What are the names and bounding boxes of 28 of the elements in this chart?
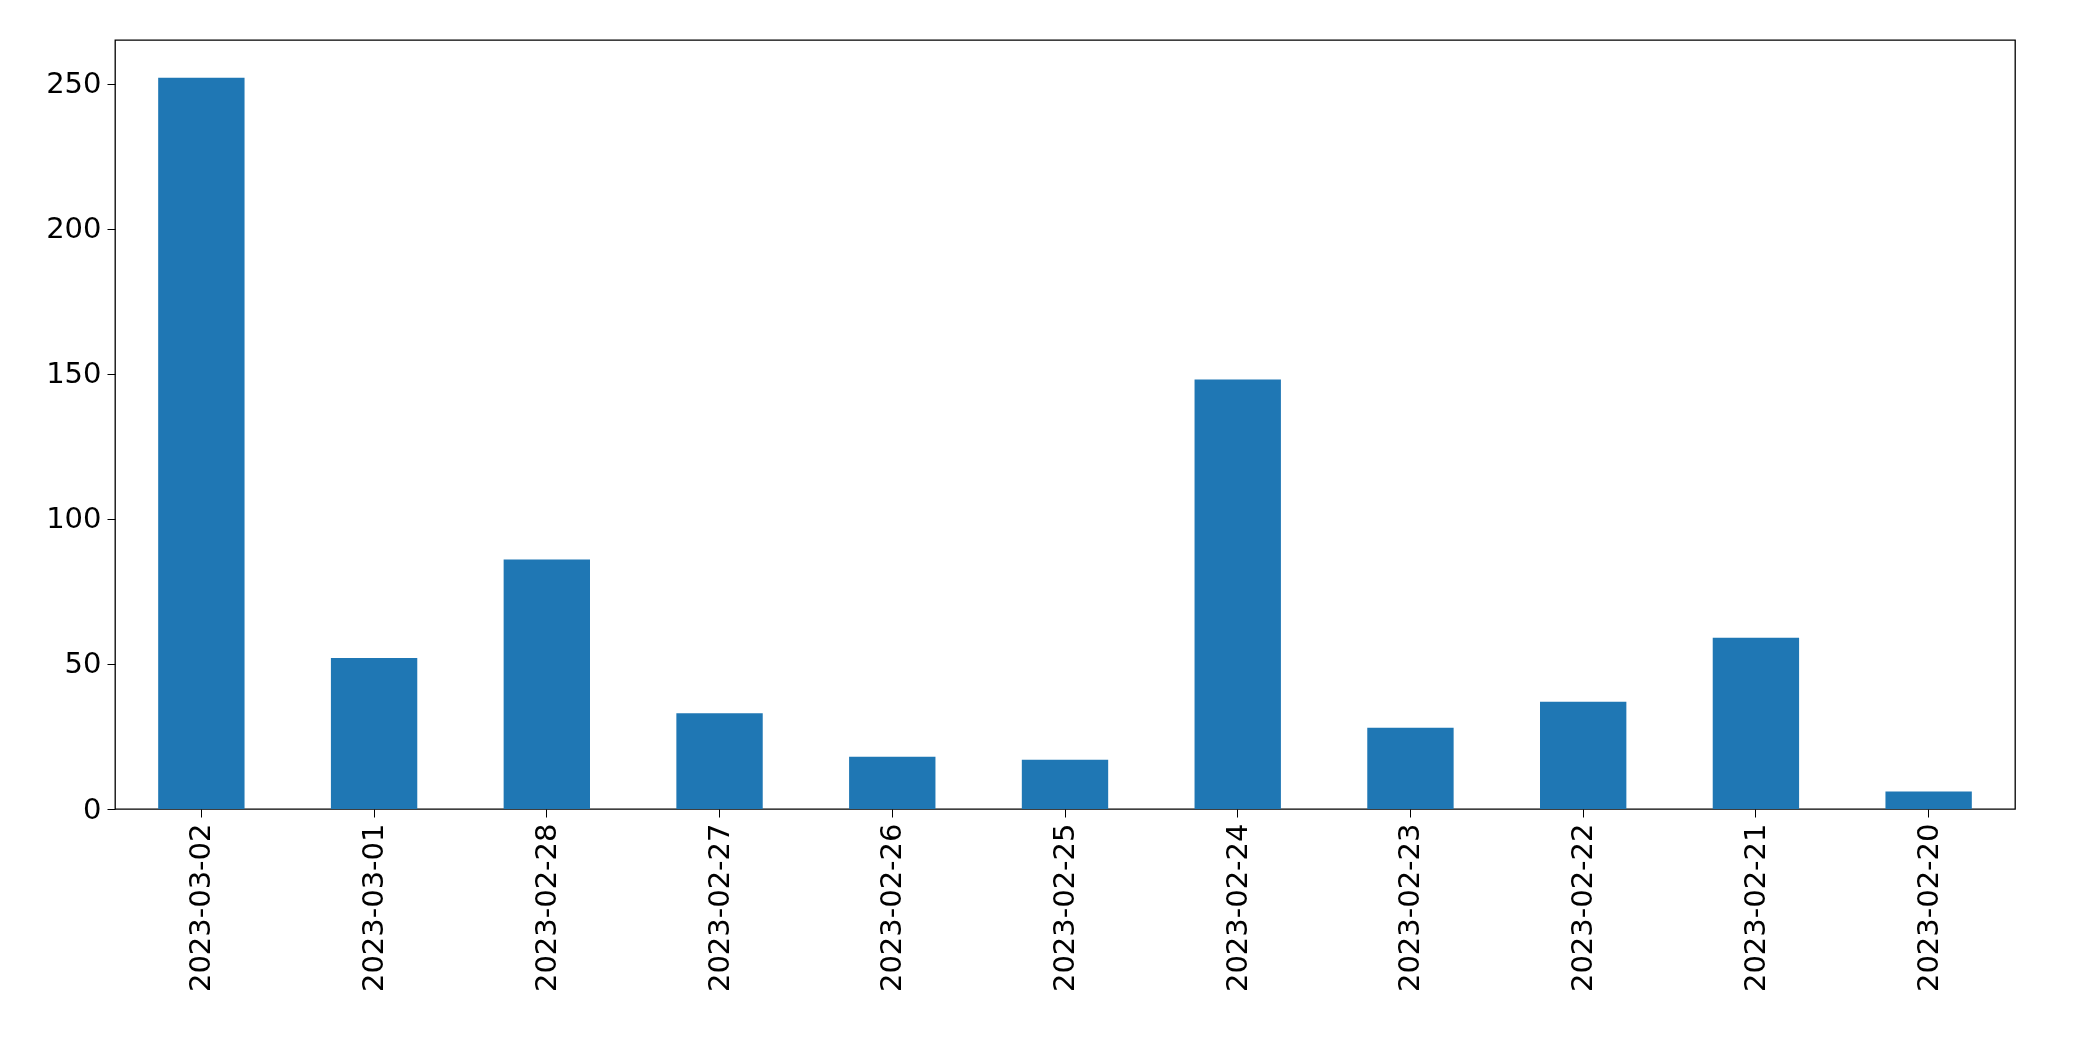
bar xyxy=(1540,701,1627,809)
x-tick-label: 2023-02-28 xyxy=(528,823,563,993)
y-tick-label: 0 xyxy=(83,791,102,826)
bar xyxy=(1712,637,1800,809)
y-tick-label: 150 xyxy=(46,356,102,391)
x-tick-label: 2023-03-01 xyxy=(356,823,391,993)
bar xyxy=(1021,759,1109,809)
bar xyxy=(676,713,763,809)
x-tick-label: 2023-02-21 xyxy=(1737,823,1772,993)
x-tick-label: 2023-02-20 xyxy=(1910,823,1945,993)
bar xyxy=(1885,791,1972,809)
bar xyxy=(1367,727,1454,809)
bar xyxy=(158,77,245,809)
x-tick-label: 2023-02-23 xyxy=(1392,823,1427,993)
y-tick-label: 50 xyxy=(64,646,102,681)
y-tick-label: 100 xyxy=(46,501,102,536)
bar xyxy=(1194,379,1281,809)
bar xyxy=(849,756,936,809)
x-tick-label: 2023-02-24 xyxy=(1219,823,1254,993)
bar xyxy=(330,658,418,809)
x-tick-label: 2023-03-02 xyxy=(183,823,218,993)
x-tick-label: 2023-02-26 xyxy=(874,823,909,993)
bar xyxy=(503,559,590,809)
y-tick-label: 200 xyxy=(46,211,102,246)
x-tick-label: 2023-02-27 xyxy=(701,823,736,993)
x-tick-label: 2023-02-22 xyxy=(1565,823,1600,993)
y-tick-label: 250 xyxy=(46,66,102,101)
x-tick-label: 2023-02-25 xyxy=(1047,823,1081,993)
